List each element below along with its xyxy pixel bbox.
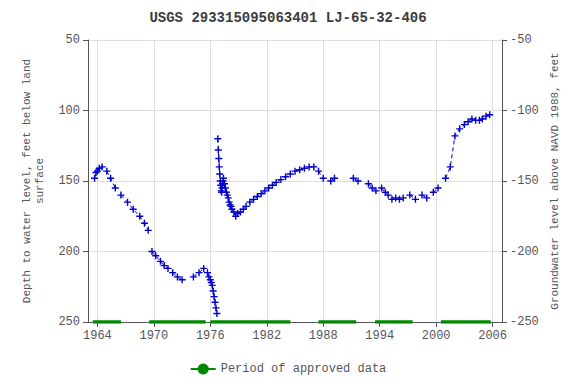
svg-text:-200: -200: [510, 245, 539, 259]
svg-text:150: 150: [58, 174, 80, 188]
svg-text:1964: 1964: [83, 329, 112, 343]
svg-text:-150: -150: [510, 174, 539, 188]
svg-text:1982: 1982: [252, 329, 281, 343]
svg-text:200: 200: [58, 245, 80, 259]
svg-text:USGS 293315095063401 LJ-65-32-: USGS 293315095063401 LJ-65-32-406: [149, 10, 426, 26]
svg-text:1994: 1994: [365, 329, 394, 343]
svg-text:-100: -100: [510, 104, 539, 118]
svg-text:2000: 2000: [422, 329, 451, 343]
svg-text:Depth to water level, feet bel: Depth to water level, feet below land: [21, 59, 33, 303]
svg-text:100: 100: [58, 104, 80, 118]
svg-text:surface: surface: [34, 158, 46, 204]
svg-text:-250: -250: [510, 315, 539, 329]
svg-text:1988: 1988: [309, 329, 338, 343]
svg-text:1970: 1970: [139, 329, 168, 343]
svg-text:250: 250: [58, 315, 80, 329]
svg-text:-50: -50: [510, 33, 532, 47]
svg-text:50: 50: [66, 33, 80, 47]
svg-text:Period of approved data: Period of approved data: [221, 362, 387, 376]
svg-text:1976: 1976: [196, 329, 225, 343]
svg-text:2006: 2006: [478, 329, 507, 343]
svg-text:Groundwater level above NAVD 1: Groundwater level above NAVD 1988, feet: [549, 52, 561, 309]
